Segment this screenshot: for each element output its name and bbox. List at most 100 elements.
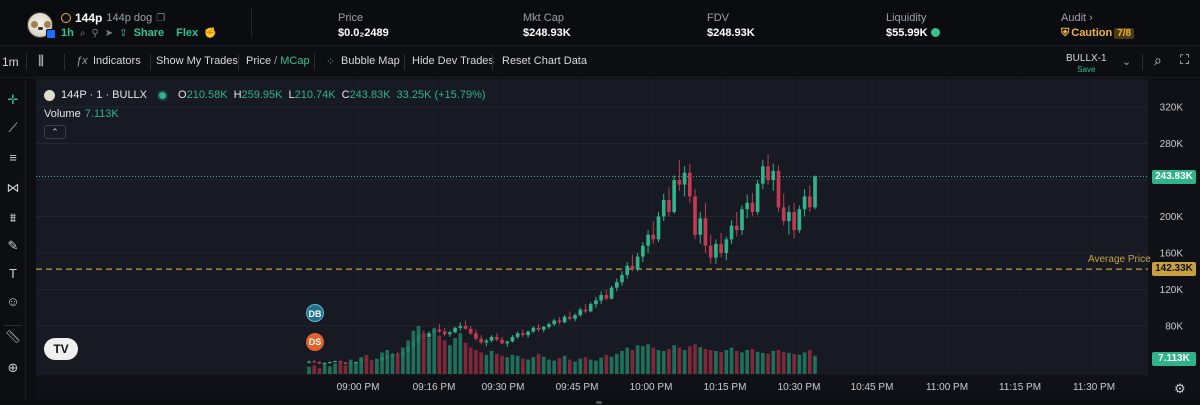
flex-button[interactable]: Flex (176, 27, 199, 39)
telegram-icon[interactable]: ➤ (104, 27, 114, 39)
candle-type-icon[interactable]: ⫼ (38, 53, 44, 68)
candle-body (630, 265, 635, 270)
y-tick-label: 160K (1160, 249, 1184, 260)
brush-icon[interactable]: ✎ (7, 238, 19, 253)
volume-bar (500, 355, 504, 374)
candle-body (500, 339, 504, 344)
volume-bar (599, 357, 603, 374)
volume-bar (448, 345, 452, 374)
layout-selector[interactable]: BULLX-1 Save (1066, 53, 1107, 74)
crosshair-icon[interactable]: ✛ (7, 92, 19, 107)
zoom-in-icon[interactable]: ⊕ (7, 360, 19, 375)
candle-body (594, 300, 598, 305)
candle-body (656, 216, 661, 240)
candle-body (479, 338, 483, 343)
average-price-label: Average Price (1088, 254, 1151, 265)
dev-sell-marker[interactable]: DS (306, 333, 324, 351)
volume-bar (567, 359, 572, 374)
mcap-option[interactable]: MCap (280, 55, 310, 67)
volume-bar (531, 357, 536, 374)
volume-bar (755, 351, 760, 374)
bubble-map-button[interactable]: Bubble Map (341, 55, 400, 67)
legend-open: O210.58K (178, 89, 228, 101)
dev-buy-marker[interactable]: DB (306, 304, 324, 322)
candle-body (693, 196, 697, 235)
volume-bar (719, 351, 723, 374)
time-scale[interactable] (36, 375, 1200, 399)
candle-body (453, 327, 457, 333)
candle-body (641, 245, 645, 257)
candle-body (750, 202, 755, 212)
candle-body (599, 294, 603, 301)
candle-body (661, 200, 666, 217)
search-icon[interactable]: ⌕ (79, 27, 86, 39)
volume-bar (682, 350, 687, 374)
candle-body (427, 333, 431, 337)
indicators-button[interactable]: Indicators (93, 55, 141, 67)
volume-bar (745, 350, 750, 374)
emoji-icon[interactable]: ☺ (6, 294, 20, 309)
candle-body (552, 320, 557, 325)
candle-body (448, 332, 452, 335)
candle-body (646, 234, 650, 246)
ruler-icon[interactable]: 📏︎ (4, 325, 22, 344)
price-mcap-toggle[interactable]: Price / MCap (246, 55, 310, 67)
stat-liquidity-label: Liquidity (886, 12, 927, 24)
scrollbar-thumb[interactable] (596, 401, 602, 404)
text-icon[interactable]: T (9, 266, 17, 281)
share-button[interactable]: Share (133, 27, 165, 39)
candle-body (755, 183, 760, 212)
price-scale[interactable] (1148, 79, 1200, 375)
stat-audit[interactable]: Audit › ⛨ Caution 7/8 (1061, 12, 1135, 40)
candle-body (354, 362, 358, 364)
candle-body (489, 336, 494, 341)
candle-body (395, 354, 400, 356)
interval-selector[interactable]: 1m (2, 55, 19, 69)
volume-bar (312, 365, 317, 374)
quick-search-icon[interactable]: ⌕ (1154, 52, 1162, 68)
volume-bar (807, 350, 812, 374)
stat-mkt-cap: Mkt Cap $248.93K (523, 12, 571, 39)
candle-body (547, 324, 551, 327)
candle-body (703, 218, 708, 246)
candle-body (677, 180, 682, 185)
market-status-icon (159, 91, 167, 99)
fib-retracement-icon[interactable]: ≡ (9, 150, 17, 165)
candle-body (672, 180, 676, 212)
candle-body (761, 166, 765, 184)
volume-bar (797, 354, 802, 374)
candle-body (667, 200, 671, 212)
candle-body (714, 243, 718, 258)
volume-bar (474, 350, 478, 374)
price-option[interactable]: Price (246, 55, 272, 67)
link-icon[interactable]: ⚲ (91, 27, 99, 39)
volume-bar (583, 357, 588, 374)
candle-body (729, 225, 734, 240)
legend-high: H259.95K (233, 89, 283, 101)
volume-bar (604, 354, 609, 374)
copy-icon[interactable]: ❐ (156, 12, 166, 24)
projection-icon[interactable]: ⩩ (9, 210, 17, 225)
horizontal-scrollbar[interactable] (0, 400, 1200, 405)
candle-body (698, 218, 703, 235)
candle-body (531, 327, 536, 332)
reset-chart-data-button[interactable]: Reset Chart Data (502, 55, 587, 67)
volume-bar (307, 366, 311, 374)
candle-body (333, 361, 337, 363)
show-my-trades-button[interactable]: Show My Trades (156, 55, 238, 67)
tradingview-logo[interactable]: TV (44, 338, 78, 360)
volume-bar (802, 352, 807, 374)
collapse-legend-button[interactable]: ⌃ (44, 125, 66, 139)
volume-bar (661, 350, 666, 374)
layout-name: BULLX-1 (1066, 53, 1107, 64)
candle-body (734, 225, 739, 231)
trend-line-icon[interactable]: ⟋ (8, 120, 18, 135)
volume-bar (322, 364, 327, 374)
hide-dev-trades-button[interactable]: Hide Dev Trades (412, 55, 494, 67)
volume-bar (651, 347, 656, 374)
settings-gear-icon[interactable]: ⚙ (1174, 381, 1186, 396)
fullscreen-icon[interactable]: ⛶ (1180, 52, 1190, 67)
chevron-down-icon[interactable]: ⌄ (1122, 56, 1132, 68)
pattern-icon[interactable]: ⋈ (6, 180, 20, 195)
candle-body (604, 294, 609, 299)
